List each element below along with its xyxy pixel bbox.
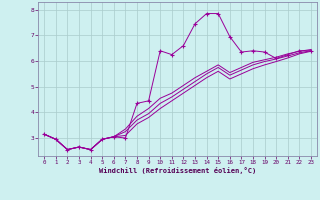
- X-axis label: Windchill (Refroidissement éolien,°C): Windchill (Refroidissement éolien,°C): [99, 167, 256, 174]
